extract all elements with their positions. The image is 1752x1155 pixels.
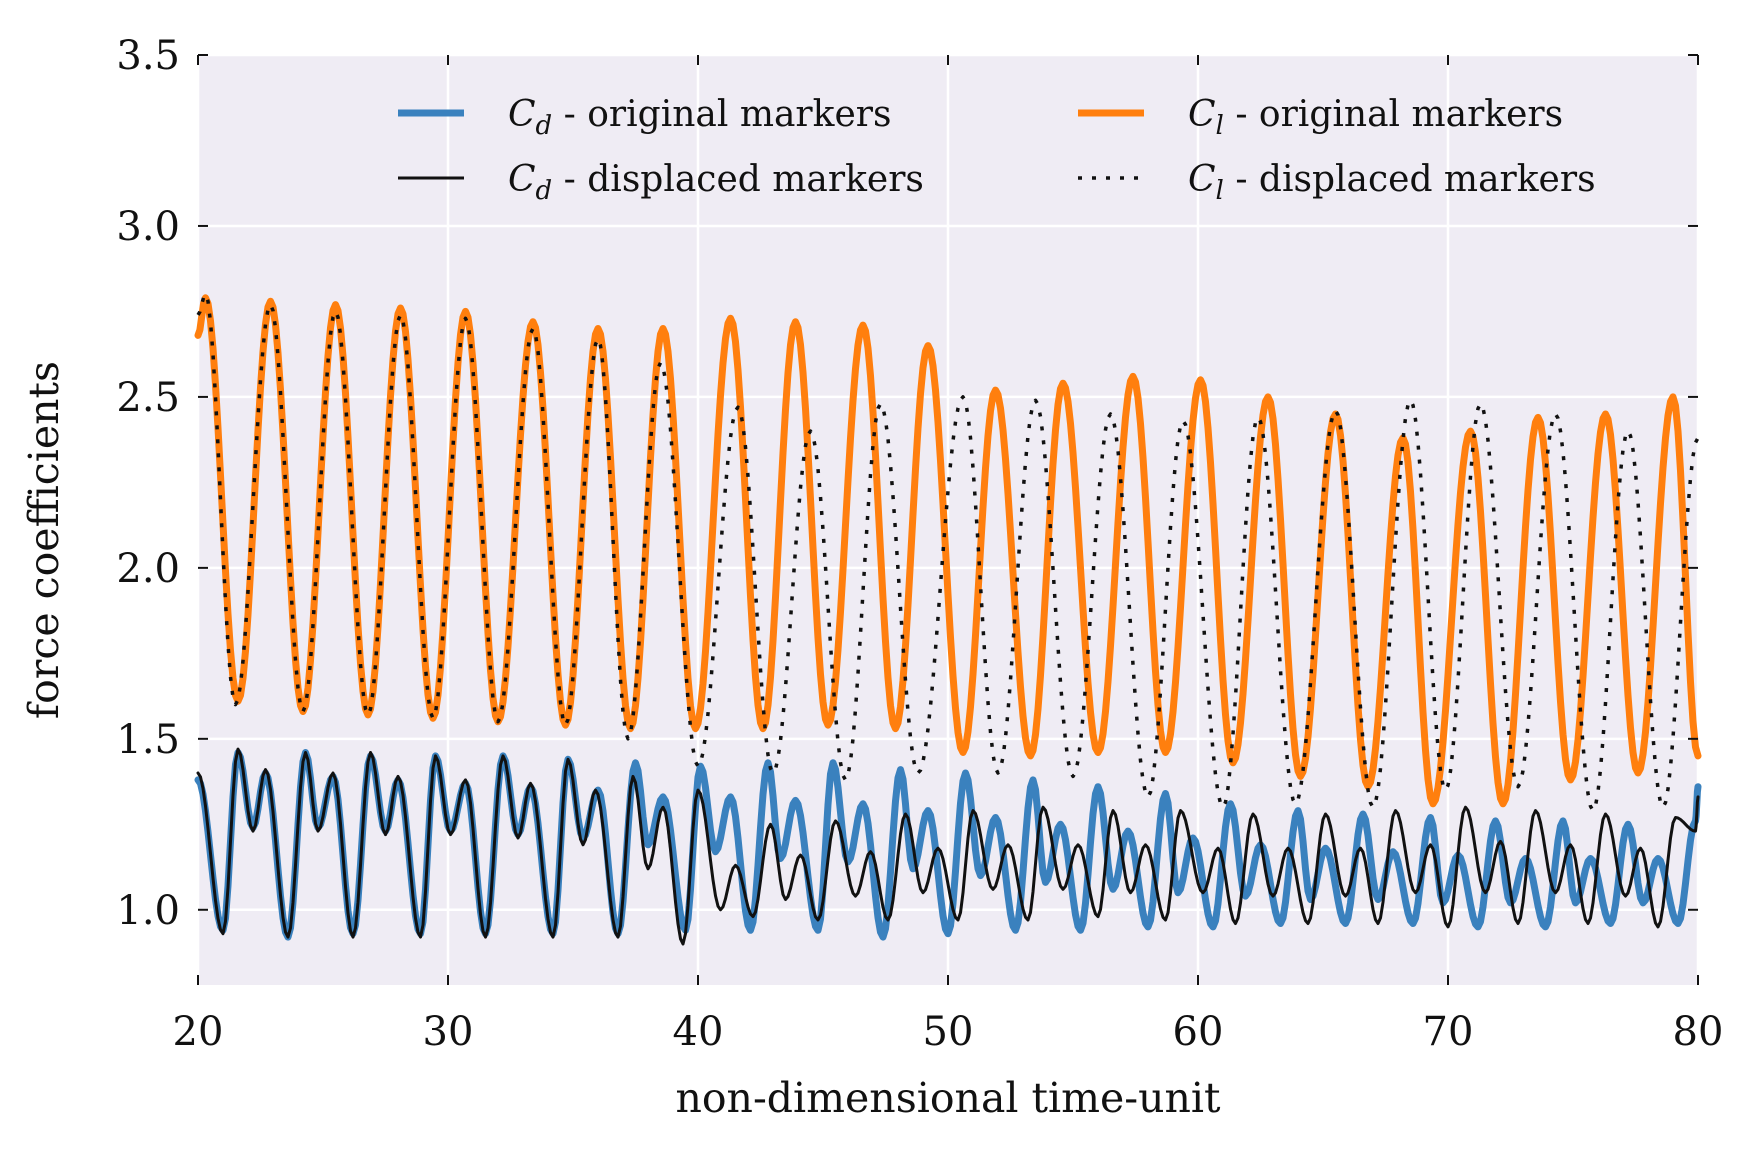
x-tick-label: 20 — [173, 1009, 224, 1055]
legend-label-3: Cl - original markers — [1188, 94, 1563, 141]
y-tick-label: 3.5 — [116, 33, 180, 79]
y-tick-label: 2.0 — [116, 546, 180, 592]
x-tick-label: 80 — [1673, 1009, 1724, 1055]
axes: 20 30 40 50 60 70 80 1.0 1.5 2.0 2.5 3.0 3.5 — [116, 33, 1723, 1055]
legend-suffix: - displaced markers — [1224, 159, 1596, 200]
x-tick-label: 40 — [673, 1009, 724, 1055]
legend-suffix: - original markers — [552, 94, 891, 135]
series-line-4 — [196, 292, 1700, 813]
legend-subscript: d — [536, 111, 553, 141]
legend-symbol: C — [1188, 94, 1216, 135]
x-tick-label: 70 — [1423, 1009, 1474, 1055]
legend-symbol: C — [508, 94, 536, 135]
x-tick-label: 60 — [1173, 1009, 1224, 1055]
series-line-3 — [194, 294, 1702, 808]
legend-suffix: - displaced markers — [552, 159, 924, 200]
legend-label-4: Cl - displaced markers — [1188, 159, 1596, 206]
series-layer — [194, 292, 1702, 946]
y-axis-label: force coefficients — [20, 361, 68, 719]
y-tick-label: 2.5 — [116, 375, 180, 421]
y-tick-label: 1.5 — [116, 717, 180, 763]
y-tick-label: 1.0 — [116, 888, 180, 934]
legend-subscript: l — [1216, 111, 1224, 141]
y-tick-label: 3.0 — [116, 204, 180, 250]
legend-symbol: C — [1188, 159, 1216, 200]
x-axis-label: non-dimensional time-unit — [675, 1074, 1221, 1122]
legend-label-2: Cd - displaced markers — [508, 159, 924, 206]
series-line-2 — [196, 747, 1700, 946]
legend-symbol: C — [508, 159, 536, 200]
legend-subscript: l — [1216, 176, 1224, 206]
x-tick-label: 50 — [923, 1009, 974, 1055]
legend-subscript: d — [536, 176, 553, 206]
x-tick-label: 30 — [423, 1009, 474, 1055]
legend-label-1: Cd - original markers — [508, 94, 891, 141]
legend-suffix: - original markers — [1224, 94, 1563, 135]
